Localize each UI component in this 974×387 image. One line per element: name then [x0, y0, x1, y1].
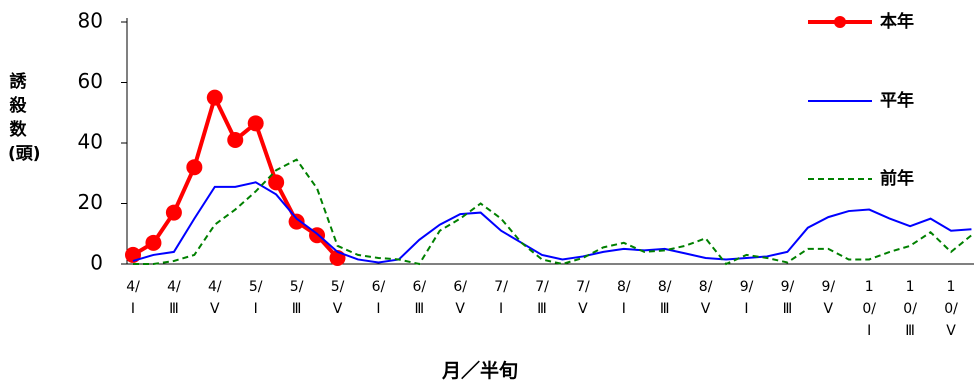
- x-axis-label: 月／半旬: [441, 360, 518, 382]
- legend-marker: [834, 16, 846, 28]
- series-line: [132, 181, 972, 264]
- series-marker: [288, 213, 305, 230]
- series-line: [133, 158, 973, 266]
- x-tick-label: 6/Ⅴ: [453, 279, 467, 317]
- x-tick-label: 10/Ⅲ: [903, 279, 917, 339]
- x-tick-label: 7/Ⅰ: [494, 279, 508, 317]
- x-tick-label: 9/Ⅴ: [821, 279, 836, 317]
- legend-label: 本年: [880, 11, 914, 32]
- series-marker: [227, 131, 244, 148]
- x-tick-label: 7/Ⅲ: [535, 279, 549, 317]
- x-tick-label: 10/Ⅰ: [862, 279, 876, 339]
- x-tick-label: 6/Ⅲ: [412, 279, 427, 317]
- x-tick-label: 5/Ⅰ: [248, 279, 263, 317]
- legend-label: 平年: [880, 90, 914, 111]
- x-tick-label: 9/Ⅲ: [780, 279, 795, 317]
- y-axis-label: 誘殺数(頭): [8, 72, 41, 164]
- x-tick-label: 7/Ⅴ: [576, 279, 590, 317]
- series-marker: [186, 159, 203, 176]
- y-tick-label: 0: [90, 251, 103, 275]
- series-marker: [145, 234, 162, 251]
- series-marker: [247, 115, 264, 132]
- y-tick-label: 60: [78, 69, 103, 93]
- x-tick-label: 8/Ⅰ: [616, 279, 631, 317]
- x-tick-label: 10/Ⅴ: [944, 279, 958, 339]
- legend-label: 前年: [880, 168, 914, 189]
- y-tick-label: 80: [78, 9, 103, 33]
- series-marker: [206, 89, 223, 106]
- x-tick-label: 8/Ⅴ: [698, 279, 713, 317]
- x-tick-label: 8/Ⅲ: [657, 279, 672, 317]
- series-marker: [165, 204, 182, 221]
- x-tick-label: 9/Ⅰ: [739, 279, 754, 317]
- series-marker: [268, 174, 285, 191]
- series-line: [131, 92, 339, 260]
- x-tick-label: 4/Ⅴ: [207, 279, 222, 317]
- x-tick-label: 6/Ⅰ: [371, 279, 386, 317]
- y-tick-label: 20: [78, 190, 103, 214]
- x-tick-label: 5/Ⅴ: [330, 279, 345, 317]
- x-tick-label: 4/Ⅲ: [167, 279, 181, 317]
- y-tick-label: 40: [78, 130, 103, 154]
- x-tick-label: 5/Ⅲ: [289, 279, 304, 317]
- x-tick-label: 4/Ⅰ: [126, 279, 140, 317]
